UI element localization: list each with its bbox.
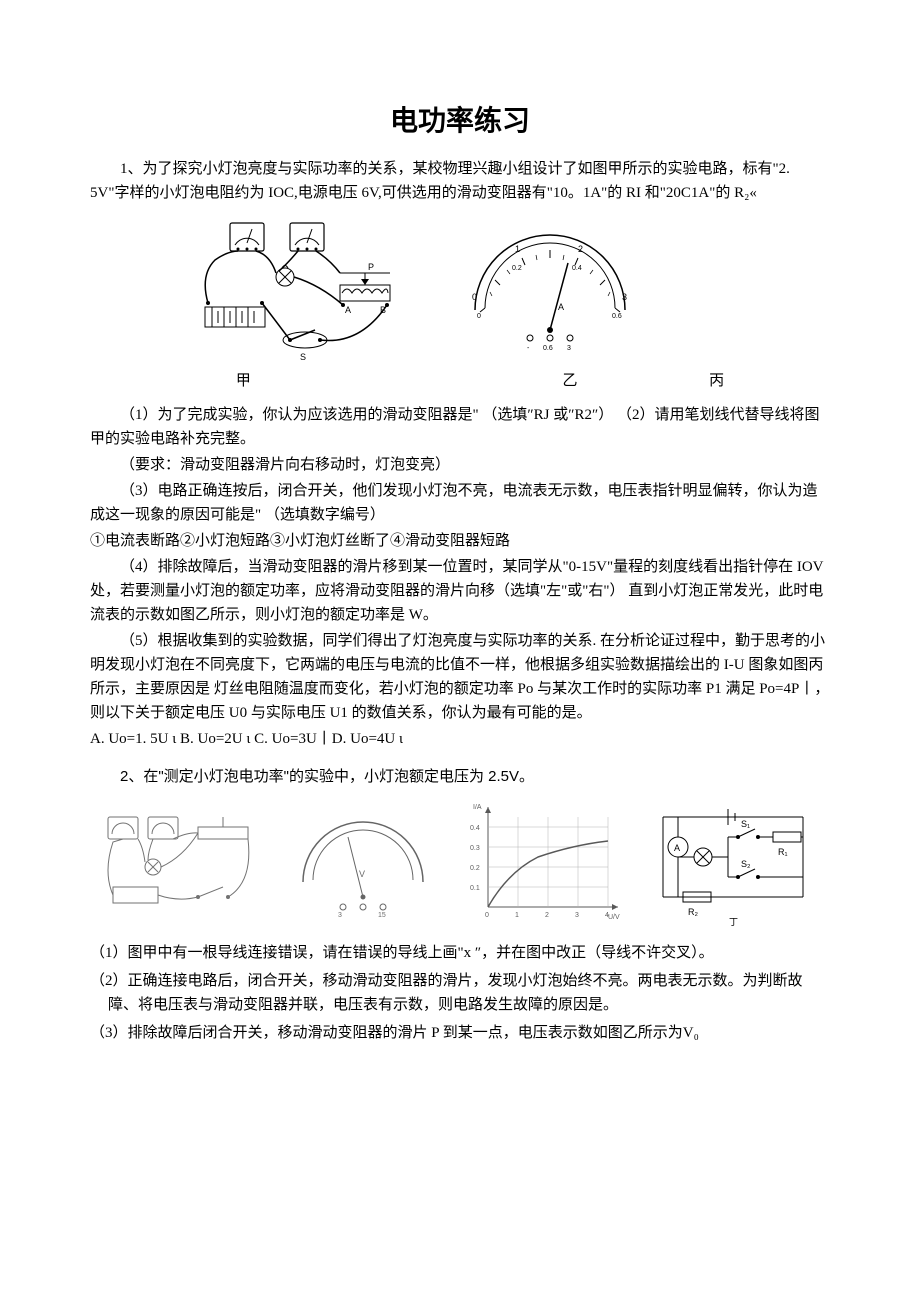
label-yi: 乙	[562, 369, 577, 393]
q1-p2: （要求：滑动变阻器滑片向右移动时，灯泡变亮）	[90, 453, 830, 477]
term-3: 3	[567, 345, 571, 350]
tick-0a: 0	[472, 292, 477, 302]
label-p: P	[368, 262, 374, 272]
xl3: 3	[575, 912, 579, 919]
tick-2: 2	[578, 244, 583, 254]
q2-circuit-jia	[98, 802, 268, 922]
svg-text:V: V	[359, 869, 365, 879]
q2-voltmeter-yi: V 3 15	[283, 807, 443, 917]
tick-1: 1	[515, 244, 520, 254]
q2-figures: V 3 15 I/A U/V 0.1 0.2 0.3 0.4 0 1 2 3 4	[90, 797, 830, 927]
ammeter-yi: 0 1 2 3 0 0.2 0.4 0.6 A - 0.6 3	[450, 230, 650, 350]
label-a: A	[345, 305, 351, 315]
tick-0b: 0	[477, 313, 481, 320]
label-s: S	[300, 352, 306, 362]
circuit-jia: P A B S	[180, 215, 420, 365]
page-title: 电功率练习	[90, 100, 830, 145]
svg-text:3: 3	[338, 912, 342, 917]
svg-text:A: A	[674, 843, 680, 853]
q1-p1: （1）为了完成实验，你认为应该选用的滑动变阻器是" （选填″RJ 或″R2″） …	[90, 403, 830, 451]
term-06: 0.6	[543, 345, 553, 350]
label-s2: S₂	[741, 859, 751, 869]
label-bing: 丙	[709, 369, 724, 393]
tick-3: 3	[622, 292, 627, 302]
tick-02: 0.2	[512, 265, 522, 272]
axis-y: I/A	[473, 804, 482, 811]
yl1: 0.1	[470, 885, 480, 892]
label-s1: S₁	[741, 819, 750, 829]
q2-p3: （3）排除故障后闭合开关，移动滑动变阻器的滑片 P 到某一点，电压表示数如图乙所…	[90, 1021, 830, 1045]
axis-x: U/V	[608, 914, 620, 921]
q2-p2: （2）正确连接电路后，闭合开关，移动滑动变阻器的滑片，发现小灯泡始终不亮。两电表…	[90, 969, 830, 1017]
q2-p1: （1）图甲中有一根导线连接错误，请在错误的导线上画"x ″，并在图中改正（导线不…	[90, 941, 830, 965]
q2-intro: 2、在"测定小灯泡电功率"的实验中，小灯泡额定电压为 2.5V。	[90, 765, 830, 789]
q2-graph-bing: I/A U/V 0.1 0.2 0.3 0.4 0 1 2 3 4	[458, 797, 628, 927]
tick-04: 0.4	[572, 265, 582, 272]
tick-06: 0.6	[612, 313, 622, 320]
q1-fig-labels: 甲 乙 丙	[90, 369, 830, 393]
q1-figures: P A B S	[90, 215, 830, 365]
xl0: 0	[485, 912, 489, 919]
label-ding: 丁	[729, 917, 738, 927]
q1-p5: （4）排除故障后，当滑动变阻器的滑片移到某一位置时，某同学从"0-15V"量程的…	[90, 555, 830, 627]
q1-p3: （3）电路正确连按后，闭合开关，他们发现小灯泡不亮，电流表无示数，电压表指针明显…	[90, 479, 830, 527]
svg-text:15: 15	[378, 912, 386, 917]
yl3: 0.3	[470, 845, 480, 852]
label-r2: R₂	[688, 907, 698, 917]
q2-circuit-ding: A S₁ R₁ S₂ R₂ 丁	[643, 797, 823, 927]
yl2: 0.2	[470, 865, 480, 872]
q1-p6: （5）根据收集到的实验数据，同学们得出了灯泡亮度与实际功率的关系. 在分析论证过…	[90, 629, 830, 725]
term-neg: -	[527, 345, 530, 350]
xl2: 2	[545, 912, 549, 919]
xl4: 4	[605, 912, 609, 919]
q1-intro: 1、为了探究小灯泡亮度与实际功率的关系，某校物理兴趣小组设计了如图甲所示的实验电…	[90, 157, 830, 205]
label-jia: 甲	[236, 369, 251, 393]
yl4: 0.4	[470, 825, 480, 832]
q1-options: A. Uo=1. 5U ι B. Uo=2U ι C. Uo=3U丨D. Uo=…	[90, 727, 830, 751]
q1-p4: ①电流表断路②小灯泡短路③小灯泡灯丝断了④滑动变阻器短路	[90, 529, 830, 553]
unit-a: A	[558, 302, 564, 312]
xl1: 1	[515, 912, 519, 919]
label-r1: R₁	[778, 847, 788, 857]
